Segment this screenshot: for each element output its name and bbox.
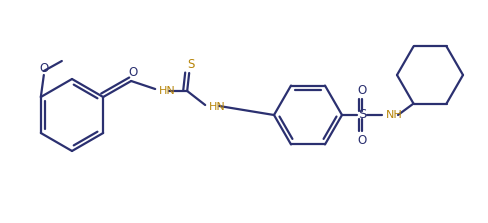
- Text: O: O: [128, 66, 138, 78]
- Text: HN: HN: [159, 86, 176, 96]
- Text: O: O: [357, 83, 366, 97]
- Text: O: O: [357, 134, 366, 147]
- Text: NH: NH: [385, 110, 402, 120]
- Text: O: O: [39, 62, 48, 74]
- Text: HN: HN: [209, 102, 225, 112]
- Text: S: S: [357, 109, 366, 122]
- Text: S: S: [187, 58, 194, 72]
